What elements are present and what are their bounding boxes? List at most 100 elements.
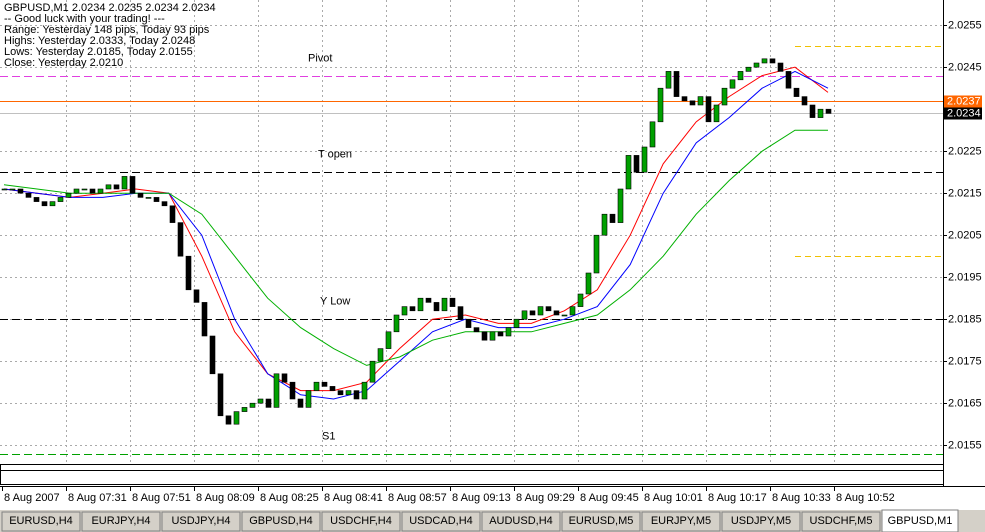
tab-label[interactable]: EURJPY,H4: [91, 515, 150, 527]
time-label: 8 Aug 2007: [4, 492, 60, 504]
candle: [417, 297, 424, 312]
candle: [201, 302, 208, 337]
time-label: 8 Aug 08:57: [388, 492, 447, 504]
indicator-panel: [0, 464, 944, 485]
candle: [529, 310, 536, 316]
candle: [457, 306, 464, 320]
price-box: [944, 95, 982, 108]
candle: [489, 331, 496, 341]
tab[interactable]: [161, 511, 241, 532]
candle: [393, 314, 400, 333]
header-line: GBPUSD,M1 2.0234 2.0235 2.0234 2.0234: [4, 2, 216, 14]
tab-label[interactable]: USDJPY,M5: [731, 515, 791, 527]
candle: [481, 331, 488, 341]
candle: [585, 272, 592, 295]
tab-label[interactable]: EURUSD,H4: [9, 515, 73, 527]
candle: [33, 197, 40, 202]
tab[interactable]: [241, 511, 321, 532]
time-label: 8 Aug 10:17: [708, 492, 767, 504]
candle: [633, 155, 640, 173]
price-label: 2.0225: [948, 145, 982, 157]
candle: [249, 402, 256, 408]
price-label: 2.0205: [948, 229, 982, 241]
candle: [273, 373, 280, 408]
tab-label[interactable]: EURUSD,M5: [569, 515, 634, 527]
candle: [753, 62, 760, 68]
candle: [705, 96, 712, 123]
tab[interactable]: [561, 511, 641, 532]
candle: [761, 58, 768, 64]
candle: [233, 411, 240, 425]
candle: [9, 188, 16, 191]
candle: [433, 302, 440, 312]
candle: [609, 213, 616, 223]
time-label: 8 Aug 10:33: [772, 492, 831, 504]
level-label: S1: [322, 430, 335, 442]
candle: [505, 327, 512, 337]
time-label: 8 Aug 10:52: [836, 492, 895, 504]
candle: [257, 398, 264, 404]
price-label: 2.0165: [948, 397, 982, 409]
time-label: 8 Aug 08:09: [196, 492, 255, 504]
candle: [289, 381, 296, 400]
tab-label[interactable]: USDCAD,H4: [409, 515, 473, 527]
header-line: Range: Yesterday 148 pips, Today 93 pips: [4, 24, 210, 36]
tab[interactable]: [481, 511, 561, 532]
tab[interactable]: [801, 511, 881, 532]
tab-label[interactable]: USDCHF,M5: [810, 515, 873, 527]
candle: [369, 360, 376, 383]
tab-label[interactable]: GBPUSD,H4: [249, 515, 313, 527]
candle: [209, 335, 216, 375]
tab-label[interactable]: AUDUSD,H4: [489, 515, 553, 527]
candle: [673, 71, 680, 97]
candle: [105, 184, 112, 190]
header-line: Lows: Yesterday 2.0185, Today 2.0155: [4, 46, 193, 58]
candle: [265, 398, 272, 408]
candle: [721, 87, 728, 106]
candle: [297, 398, 304, 408]
price-label: 2.0215: [948, 187, 982, 199]
price-label: 2.0155: [948, 439, 982, 451]
candle: [97, 188, 104, 194]
candle: [305, 390, 312, 408]
candle: [89, 188, 96, 194]
time-label: 8 Aug 09:29: [516, 492, 575, 504]
candle: [689, 100, 696, 106]
tab-label[interactable]: EURJPY,M5: [651, 515, 711, 527]
tab[interactable]: [321, 511, 401, 532]
candle: [337, 390, 344, 396]
candle: [425, 297, 432, 303]
candle: [1, 188, 8, 191]
time-label: 8 Aug 09:45: [580, 492, 639, 504]
level-label: Pivot: [308, 52, 332, 64]
candle: [465, 318, 472, 328]
tab-label[interactable]: USDCHF,H4: [330, 515, 392, 527]
candle: [345, 390, 352, 396]
candle: [321, 381, 328, 387]
candle: [65, 192, 72, 198]
time-label: 8 Aug 09:13: [452, 492, 511, 504]
tab[interactable]: [641, 511, 721, 532]
candle: [497, 331, 504, 337]
tab[interactable]: [1, 511, 81, 532]
price-label: 2.0175: [948, 355, 982, 367]
tab[interactable]: [881, 509, 959, 532]
tab-label[interactable]: GBPUSD,M1: [888, 515, 953, 527]
candle: [737, 71, 744, 81]
candle: [49, 201, 56, 207]
candle: [161, 201, 168, 207]
candle: [513, 318, 520, 328]
candle: [681, 96, 688, 102]
tab[interactable]: [721, 511, 801, 532]
level-label: T open: [318, 148, 352, 160]
tab[interactable]: [401, 511, 481, 532]
candle: [561, 314, 568, 317]
tab[interactable]: [81, 511, 161, 532]
candle: [593, 234, 600, 274]
candle: [473, 327, 480, 333]
price-box-label: 2.0237: [947, 95, 981, 107]
tab-label[interactable]: USDJPY,H4: [171, 515, 230, 527]
candle: [281, 373, 288, 383]
candle: [73, 188, 80, 194]
